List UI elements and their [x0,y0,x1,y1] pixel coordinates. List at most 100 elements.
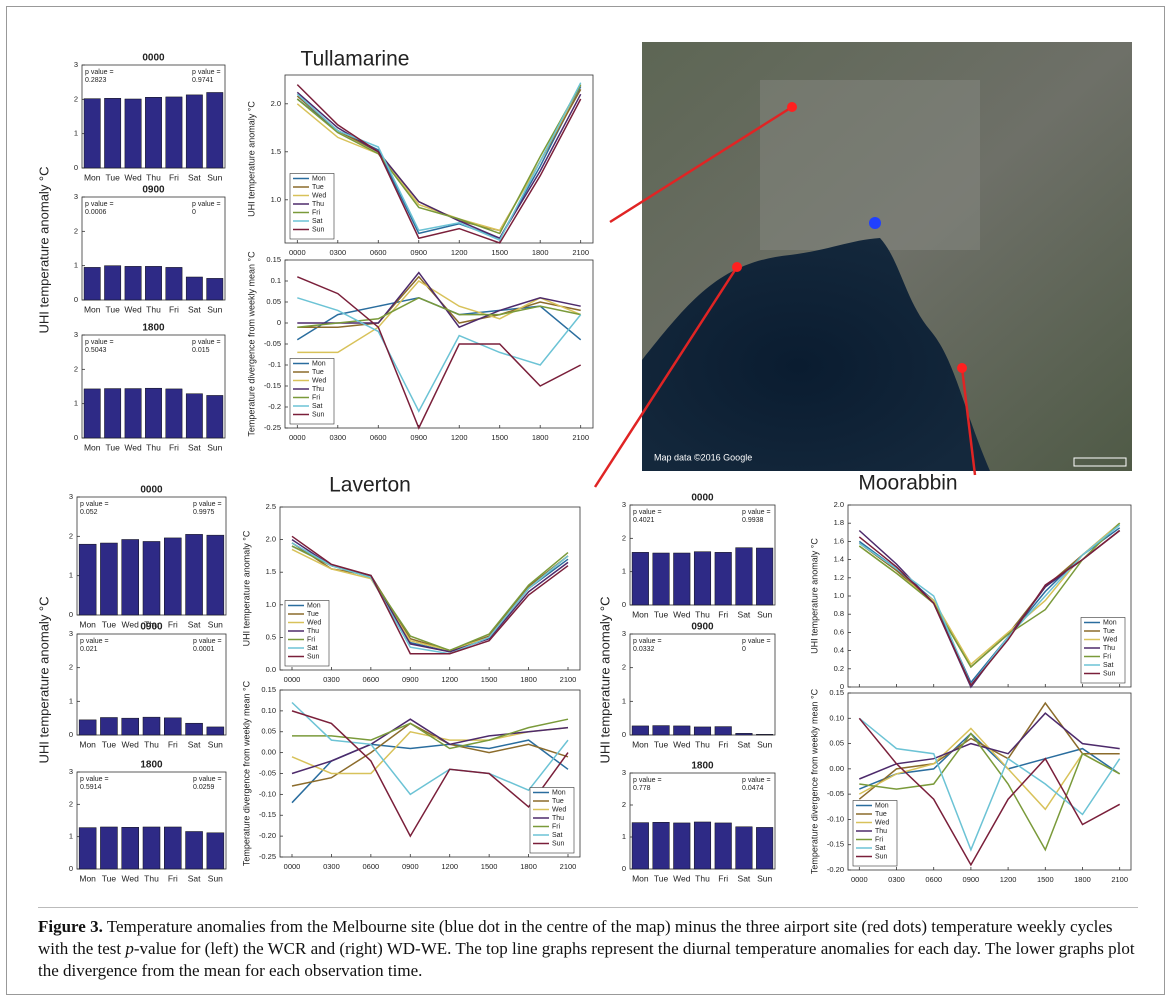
p-value-annotation: 0.0332 [633,646,655,653]
x-tick-label: Sat [188,442,201,452]
y-tick-label: 1.5 [271,147,281,156]
bar [632,823,649,869]
x-tick-label: Sun [207,442,222,452]
y-tick-label: 0.15 [829,688,844,697]
y-axis-label: UHI temperature anomaly °C [809,538,819,654]
x-tick-label: 2100 [560,675,577,684]
x-tick-label: 2100 [572,248,589,257]
p-value-annotation: p value = [80,776,109,783]
x-tick-label: Thu [146,304,161,314]
bar [694,552,711,605]
y-tick-label: 3 [622,629,626,638]
x-tick-label: 1200 [1000,875,1017,884]
bar [79,720,96,735]
x-tick-label: Wed [122,619,140,629]
legend-label: Tue [307,611,319,618]
y-tick-label: 0.8 [834,609,844,618]
x-tick-label: Wed [673,739,691,749]
p-value-annotation: 0.2823 [85,77,107,84]
bar [736,548,753,605]
site-dot [732,262,742,272]
x-tick-label: 0000 [289,248,306,257]
x-tick-label: Sat [188,873,201,883]
chart-title: 0000 [142,53,165,64]
legend-label: Wed [1103,636,1117,643]
bar [756,548,773,605]
x-tick-label: Wed [673,609,691,619]
y-tick-label: 0.05 [266,297,281,306]
x-tick-label: Sun [208,873,223,883]
bar [756,734,773,735]
y-tick-label: 2 [69,799,73,808]
chart-title: 1800 [691,761,714,772]
legend-label: Fri [875,836,884,843]
y-tick-label: 1 [74,261,78,270]
legend-label: Sun [312,226,325,233]
x-tick-label: 0900 [410,433,427,442]
p-value-annotation: p value = [742,638,771,645]
x-tick-label: Tue [102,739,117,749]
x-tick-label: 1800 [532,433,549,442]
y-tick-label: 2.0 [834,500,844,509]
bar [756,827,773,869]
bar [715,552,732,605]
legend-label: Wed [552,806,566,813]
y-tick-label: 0.10 [261,706,276,715]
bar [100,717,117,735]
legend-label: Tue [312,184,324,191]
x-tick-label: 1500 [491,433,508,442]
y-tick-label: 1 [74,129,78,138]
y-tick-label: 1.0 [266,600,276,609]
legend-label: Thu [312,386,324,393]
p-value-annotation: 0.015 [192,347,210,354]
x-tick-label: Mon [632,873,649,883]
bar [186,723,203,735]
chart-title: 1800 [140,760,163,771]
x-tick-label: 0000 [851,875,868,884]
x-tick-label: Sun [757,873,772,883]
x-tick-label: Sun [207,172,222,182]
bar [79,828,96,869]
bar [143,827,160,869]
p-value-annotation: p value = [85,201,114,208]
site-title: Moorabbin [858,472,957,495]
chart-title: 0900 [140,622,163,633]
legend-label: Tue [1103,628,1115,635]
x-tick-label: Sun [208,739,223,749]
bar [653,726,670,735]
y-tick-label: 3 [622,768,626,777]
y-tick-label: -0.25 [264,423,281,432]
y-tick-label: 2 [69,663,73,672]
legend-label: Mon [312,175,326,182]
x-tick-label: 0600 [925,875,942,884]
x-tick-label: 1500 [481,675,498,684]
x-tick-label: 0900 [410,248,427,257]
bar [143,541,160,615]
legend-label: Fri [312,394,321,401]
x-tick-label: 0300 [323,862,340,871]
legend-label: Thu [307,628,319,635]
y-tick-label: 0.15 [261,685,276,694]
bar [207,278,223,300]
x-tick-label: Fri [168,739,178,749]
y-tick-label: 0 [622,864,626,873]
bar [715,727,732,735]
bar [164,538,181,615]
y-tick-label: 1 [622,832,626,841]
x-tick-label: 0900 [402,675,419,684]
legend-label: Tue [552,798,564,805]
bar [674,553,691,605]
y-tick-label: 0.05 [261,727,276,736]
bar [125,99,141,168]
y-tick-label: 0.00 [829,764,844,773]
p-value-annotation: p value = [85,339,114,346]
x-tick-label: 1800 [1074,875,1091,884]
x-tick-label: 1800 [520,675,537,684]
bar [104,389,120,438]
x-tick-label: 0300 [329,433,346,442]
x-tick-label: 1200 [441,675,458,684]
y-tick-label: 2.0 [271,99,281,108]
bar [694,727,711,735]
bar [84,389,100,438]
bar [145,97,161,168]
